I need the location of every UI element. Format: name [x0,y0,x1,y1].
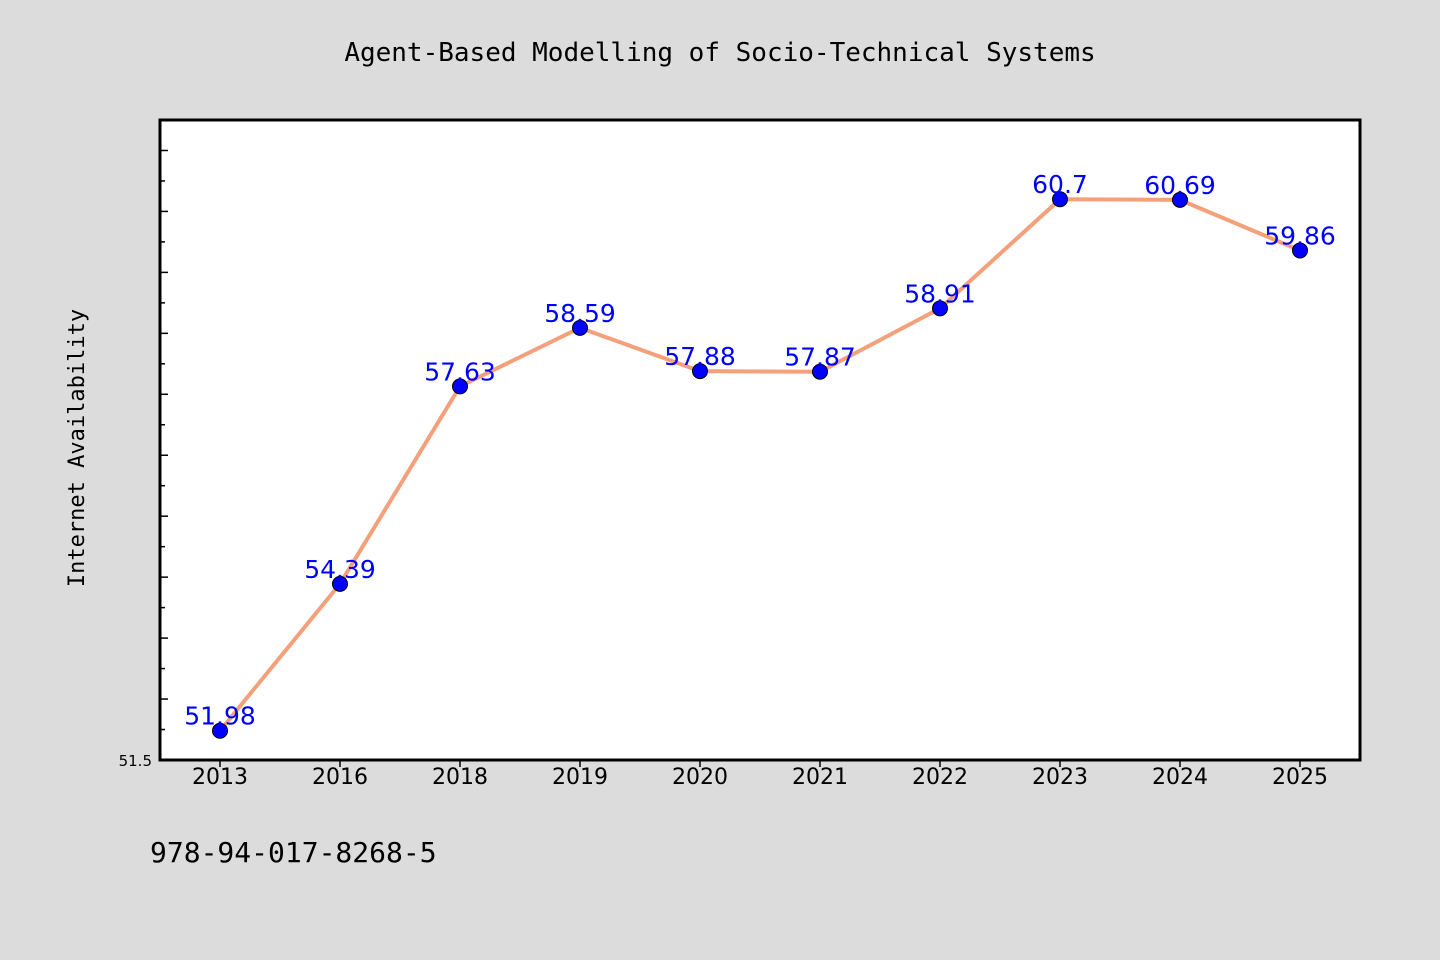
series-line [218,197,1301,733]
data-point [1292,242,1308,259]
data-label: 60.7 [1032,170,1088,199]
x-tick-label: 2022 [912,765,968,790]
data-point [1172,191,1188,208]
data-point [812,363,828,380]
data-label: 51.98 [184,702,256,731]
x-tick-labels: 2013 2016 2018 2019 2020 2021 2022 2023 2024 2025 [192,765,1328,790]
plot-area [158,118,1362,762]
data-point [1052,191,1068,208]
data-point [332,575,348,592]
data-point [212,722,228,739]
x-axis-ticks [219,760,1301,767]
x-tick-label: 2018 [432,765,488,790]
y-tick-label: 51.5 [119,752,152,770]
data-point [932,300,948,317]
isbn-text: 978-94-017-8268-5 [150,836,437,869]
data-label: 59.86 [1264,221,1336,250]
x-tick-label: 2024 [1152,765,1208,790]
data-label: 57.63 [424,357,496,386]
x-tick-label: 2013 [192,765,248,790]
x-tick-label: 2020 [672,765,728,790]
data-point [452,378,468,395]
data-label: 60.69 [1144,171,1216,200]
y-axis-ticks [160,119,168,761]
data-label: 58.91 [904,279,976,308]
data-label: 57.87 [784,343,856,372]
x-tick-label: 2016 [312,765,368,790]
data-label: 54.39 [304,555,376,584]
chart-title: Agent-Based Modelling of Socio-Technical… [344,38,1095,68]
x-tick-label: 2025 [1272,765,1328,790]
x-tick-label: 2021 [792,765,848,790]
series-group: 51.98 54.39 57.63 58.59 57.88 57.87 58.91 60.7 6… [184,170,1336,739]
data-label: 58.59 [544,299,616,328]
data-point [692,363,708,380]
y-axis-label: Internet Availability [65,309,90,587]
x-tick-label: 2023 [1032,765,1088,790]
x-tick-label: 2019 [552,765,608,790]
data-point [572,319,588,336]
data-label: 57.88 [664,342,736,371]
